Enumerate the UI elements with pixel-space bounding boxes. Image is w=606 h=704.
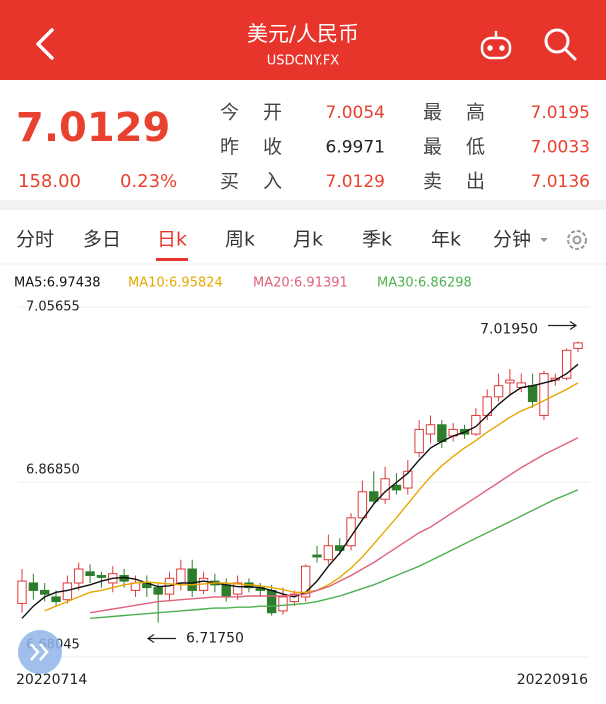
candle-body: [221, 584, 231, 598]
chevron-icon: [30, 643, 49, 661]
separator: [0, 200, 606, 210]
field-label: 今开: [220, 102, 306, 124]
field-label: 最高: [423, 102, 509, 124]
candle-body: [312, 554, 322, 558]
price-change-pct: 0.23%: [120, 171, 177, 192]
search-icon: [563, 47, 577, 61]
candle-body: [505, 379, 515, 384]
candle-body: [357, 491, 368, 519]
field-value: 7.0054: [326, 103, 385, 123]
candle-body: [573, 342, 583, 349]
candle-body: [391, 484, 402, 491]
tab[interactable]: 分时: [16, 229, 54, 251]
candle-body: [266, 589, 277, 614]
field-label: 最低: [423, 136, 509, 158]
settings-button[interactable]: [567, 230, 587, 250]
legend-entry: MA5:6.97438: [14, 276, 101, 291]
candle-body: [527, 385, 538, 403]
candle-body: [51, 596, 61, 603]
high-annotation: 7.01950: [480, 321, 538, 337]
search-button[interactable]: [544, 28, 577, 61]
gear-icon: [572, 235, 582, 245]
field-label: 卖出: [423, 171, 509, 193]
annotation-arrow: [548, 320, 578, 330]
ma-line: [21, 363, 579, 619]
legend-entry: MA10:6.95824: [128, 276, 223, 291]
y-tick-label: 7.05655: [26, 300, 80, 315]
candle-body: [425, 424, 436, 435]
tab[interactable]: 月k: [293, 229, 323, 251]
search-icon: [544, 28, 570, 54]
field-label: 买入: [220, 171, 306, 193]
candle-body: [17, 580, 27, 604]
x-tick-label: 20220714: [16, 672, 87, 688]
low-annotation: 6.71750: [186, 631, 244, 647]
candle-body: [153, 587, 163, 595]
candle-body: [85, 571, 95, 577]
candle-body: [561, 349, 572, 379]
period-tabs: 分时 多日 日k 周k 月k 季k 年k 分钟: [16, 229, 531, 261]
field-value: 7.0129: [326, 172, 385, 192]
candle-body: [471, 414, 481, 435]
candle-body: [539, 373, 549, 416]
tab-indicator: [156, 258, 188, 261]
tab[interactable]: 季k: [362, 229, 392, 251]
ma-line: [44, 382, 579, 612]
last-price: 7.0129: [16, 105, 170, 151]
annotation-arrow: [146, 634, 176, 644]
field-label: 昨收: [220, 136, 306, 158]
gear-icon: [567, 230, 587, 250]
field-value: 7.0195: [531, 103, 590, 123]
kline-chart: 7.056556.868506.6804520220714202209167.0…: [16, 300, 590, 688]
candle-body: [289, 593, 300, 603]
back-button[interactable]: [36, 28, 54, 60]
floating-circle: [18, 630, 62, 674]
candle-body: [96, 575, 107, 578]
robot-button[interactable]: [480, 31, 512, 60]
field-value: 6.9971: [326, 138, 385, 158]
robot-icon: [499, 45, 505, 51]
candle-body: [39, 589, 50, 595]
candle-body: [232, 582, 243, 595]
dropdown-caret: [540, 238, 548, 242]
header-title: 美元/人民币: [247, 22, 359, 46]
candle-body: [300, 565, 311, 598]
candle-body: [176, 568, 186, 584]
field-value: 7.0033: [531, 138, 590, 158]
y-tick-label: 6.86850: [26, 463, 80, 478]
candle-body: [74, 568, 84, 584]
candle-body: [28, 582, 39, 591]
candle-body: [437, 424, 447, 443]
header-subtitle: USDCNY.FX: [267, 54, 339, 69]
floating-button[interactable]: [18, 630, 62, 674]
tab[interactable]: 多日: [83, 229, 121, 251]
tab[interactable]: 分钟: [493, 229, 531, 251]
ma-line: [89, 437, 579, 614]
candle-body: [369, 491, 379, 502]
candle-body: [346, 517, 356, 547]
tab[interactable]: 年k: [431, 229, 461, 251]
legend-entry: MA30:6.86298: [377, 276, 472, 291]
candle-body: [323, 545, 334, 561]
field-value: 7.0136: [531, 172, 590, 192]
candle-body: [493, 385, 504, 398]
candle-body: [278, 596, 288, 612]
quote-fields: 今开 7.0054 最高 7.0195 昨收 6.9971 最低 7.0033 买入 7.0129…: [220, 102, 590, 193]
ma-line: [90, 489, 579, 619]
robot-icon: [487, 45, 493, 51]
x-tick-label: 20220916: [517, 672, 588, 688]
tab[interactable]: 日k: [157, 229, 187, 251]
candle-body: [403, 470, 413, 489]
candle-body: [414, 428, 424, 454]
candle-body: [187, 568, 197, 591]
price-change: 158.00: [18, 171, 81, 192]
legend-entry: MA20:6.91391: [253, 276, 348, 291]
ma-legend: MA5:6.97438 MA10:6.95824 MA20:6.91391 MA30:…: [14, 276, 472, 291]
tab[interactable]: 周k: [225, 229, 255, 251]
